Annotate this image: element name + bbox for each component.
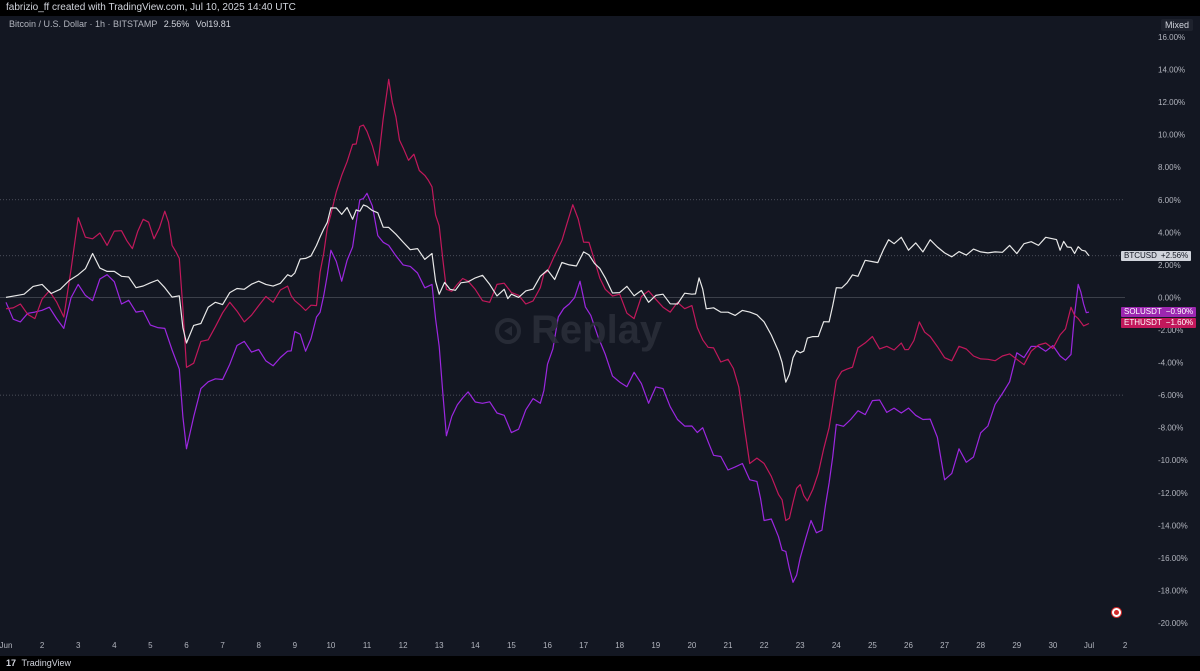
reference-lines [0, 199, 1125, 396]
x-tick-label: 7 [220, 641, 225, 650]
x-tick-label: 28 [976, 641, 985, 650]
x-tick-label: 19 [651, 641, 660, 650]
x-tick-label: 29 [1012, 641, 1021, 650]
scale-mode-label[interactable]: Mixed [1160, 19, 1193, 31]
x-tick-label: 12 [399, 641, 408, 650]
symbol-title: Bitcoin / U.S. Dollar · 1h · BITSTAMP [9, 19, 158, 29]
x-tick-label: 6 [184, 641, 189, 650]
price-tag-value: −0.90% [1165, 307, 1194, 317]
x-tick-label: 18 [615, 641, 624, 650]
x-tick-label: 23 [796, 641, 805, 650]
series-line-btcusd [5, 204, 1090, 383]
x-tick-label: 26 [904, 641, 913, 650]
x-tick-label: 24 [832, 641, 841, 650]
y-tick-label: 8.00% [1158, 163, 1181, 172]
x-tick-label: Jul [1084, 641, 1094, 650]
x-tick-label: 17 [579, 641, 588, 650]
y-tick-label: 12.00% [1158, 98, 1185, 107]
x-tick-label: 9 [293, 641, 298, 650]
y-tick-label: -6.00% [1158, 391, 1183, 400]
y-axis: 16.00% 14.00% 12.00% 10.00% 8.00% 6.00% 4.00% 2… [1158, 33, 1188, 628]
x-tick-label: 15 [507, 641, 516, 650]
price-tag-btcusd: BTCUSD +2.56% [1121, 250, 1192, 261]
price-tag-symbol: SOLUSDT [1124, 307, 1162, 317]
y-tick-label: 10.00% [1158, 131, 1185, 140]
volume-value: Vol19.81 [195, 19, 231, 29]
price-tag-value: +2.56% [1160, 250, 1189, 260]
x-tick-label: 2 [1123, 641, 1128, 650]
replay-icon [495, 317, 521, 344]
x-tick-label: 2 [40, 641, 45, 650]
x-tick-label: 14 [471, 641, 480, 650]
x-tick-label: 16 [543, 641, 552, 650]
y-tick-label: 4.00% [1158, 228, 1181, 237]
y-tick-label: 0.00% [1158, 293, 1181, 302]
price-tag-value: −1.60% [1165, 318, 1194, 328]
tradingview-logo-icon: 17 [6, 658, 17, 668]
y-tick-label: -8.00% [1158, 424, 1183, 433]
replay-watermark: Replay [495, 308, 662, 353]
y-tick-label: -4.00% [1158, 359, 1183, 368]
y-tick-label: 14.00% [1158, 66, 1185, 75]
y-tick-label: -14.00% [1158, 521, 1188, 530]
x-tick-label: 21 [724, 641, 733, 650]
tradingview-brand: TradingView [21, 658, 72, 668]
y-tick-label: -12.00% [1158, 489, 1188, 498]
footer-bar: 17 TradingView [0, 656, 1200, 671]
x-tick-label: 22 [760, 641, 769, 650]
y-tick-label: 16.00% [1158, 33, 1185, 42]
x-tick-label: 20 [687, 641, 696, 650]
y-tick-label: -16.00% [1158, 554, 1188, 563]
y-tick-label: -20.00% [1158, 619, 1188, 628]
x-tick-label: 5 [148, 641, 153, 650]
x-tick-label: 8 [256, 641, 261, 650]
series-lines [5, 78, 1090, 583]
price-tag-symbol: BTCUSD [1124, 250, 1157, 260]
y-tick-label: -2.00% [1158, 326, 1183, 335]
chart-svg[interactable]: 16.00% 14.00% 12.00% 10.00% 8.00% 6.00% 4.00% 2… [0, 16, 1200, 656]
attribution-text: fabrizio_ff created with TradingView.com… [6, 2, 296, 13]
x-tick-label: 30 [1048, 641, 1057, 650]
chart-area[interactable]: 16.00% 14.00% 12.00% 10.00% 8.00% 6.00% 4.00% 2… [0, 16, 1200, 656]
y-tick-label: -10.00% [1158, 456, 1188, 465]
y-tick-label: 2.00% [1158, 261, 1181, 270]
y-tick-label: 6.00% [1158, 196, 1181, 205]
price-tag-ethusdt: ETHUSDT −1.60% [1121, 318, 1197, 329]
attribution-bar: fabrizio_ff created with TradingView.com… [0, 0, 1200, 16]
series-line-ethusdt [5, 78, 1090, 522]
x-axis: Jun 2 3 4 5 6 7 8 9 10 11 12 13 14 15 16 17 18 19 20 21 22 23 2… [0, 641, 1128, 650]
x-tick-label: 13 [435, 641, 444, 650]
replay-watermark-text: Replay [531, 308, 663, 352]
y-tick-label: -18.00% [1158, 586, 1188, 595]
x-tick-label: 4 [112, 641, 117, 650]
x-tick-label: 25 [868, 641, 877, 650]
price-tag-symbol: ETHUSDT [1124, 318, 1162, 328]
price-tag-solusdt: SOLUSDT −0.90% [1121, 307, 1197, 318]
chart-legend: Bitcoin / U.S. Dollar · 1h · BITSTAMP 2.… [9, 19, 231, 29]
x-tick-label: 27 [940, 641, 949, 650]
change-value: 2.56% [163, 19, 190, 29]
x-tick-label: 3 [76, 641, 81, 650]
x-tick-label: 10 [326, 641, 335, 650]
flag-icon[interactable] [1111, 607, 1122, 618]
series-line-solusdt [5, 192, 1090, 583]
x-tick-label: Jun [0, 641, 12, 650]
x-tick-label: 11 [363, 641, 372, 650]
